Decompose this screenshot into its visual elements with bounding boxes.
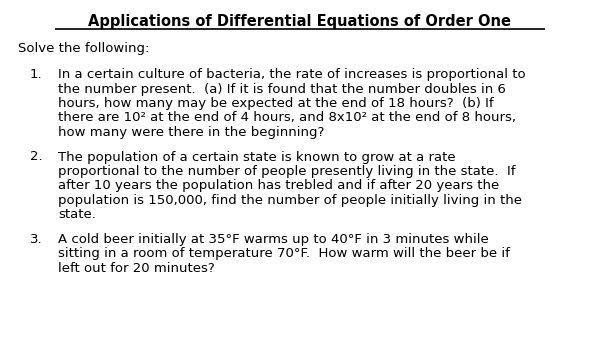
Text: 3.: 3. xyxy=(30,233,43,246)
Text: there are 10² at the end of 4 hours, and 8x10² at the end of 8 hours,: there are 10² at the end of 4 hours, and… xyxy=(58,111,516,125)
Text: hours, how many may be expected at the end of 18 hours?  (b) If: hours, how many may be expected at the e… xyxy=(58,97,494,110)
Text: In a certain culture of bacteria, the rate of increases is proportional to: In a certain culture of bacteria, the ra… xyxy=(58,68,526,81)
Text: Applications of Differential Equations of Order One: Applications of Differential Equations o… xyxy=(89,14,511,29)
Text: how many were there in the beginning?: how many were there in the beginning? xyxy=(58,126,325,139)
Text: proportional to the number of people presently living in the state.  If: proportional to the number of people pre… xyxy=(58,165,515,178)
Text: the number present.  (a) If it is found that the number doubles in 6: the number present. (a) If it is found t… xyxy=(58,82,506,95)
Text: left out for 20 minutes?: left out for 20 minutes? xyxy=(58,262,215,275)
Text: sitting in a room of temperature 70°F.  How warm will the beer be if: sitting in a room of temperature 70°F. H… xyxy=(58,247,510,261)
Text: 1.: 1. xyxy=(30,68,43,81)
Text: state.: state. xyxy=(58,208,96,222)
Text: 2.: 2. xyxy=(30,151,43,164)
Text: The population of a certain state is known to grow at a rate: The population of a certain state is kno… xyxy=(58,151,455,164)
Text: population is 150,000, find the number of people initially living in the: population is 150,000, find the number o… xyxy=(58,194,522,207)
Text: Solve the following:: Solve the following: xyxy=(18,42,149,55)
Text: after 10 years the population has trebled and if after 20 years the: after 10 years the population has treble… xyxy=(58,180,499,192)
Text: A cold beer initially at 35°F warms up to 40°F in 3 minutes while: A cold beer initially at 35°F warms up t… xyxy=(58,233,489,246)
